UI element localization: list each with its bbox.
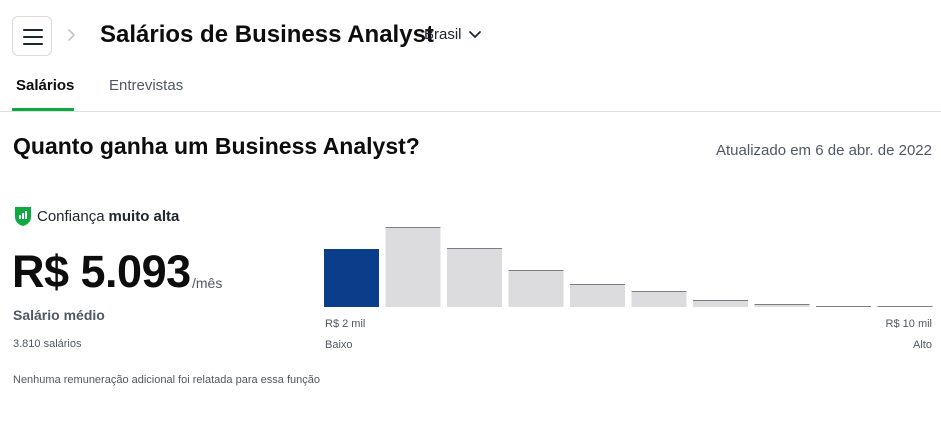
tab-interviews[interactable]: Entrevistas [109,77,184,94]
confidence-indicator: Confiança muito alta [13,205,179,227]
histogram-bar [754,304,810,307]
x-max-label: R$ 10 mil [885,318,932,330]
active-tab-indicator [12,108,74,112]
tab-salaries[interactable]: Salários [16,77,75,94]
country-label: Brasil [424,26,462,43]
country-selector[interactable]: Brasil [424,26,482,43]
shield-chart-icon [15,207,31,226]
tabs-divider [0,111,941,112]
salary-period: /mês [192,275,223,291]
salary-histogram [324,227,933,307]
histogram-bar [693,300,748,307]
histogram-bar [385,227,441,307]
hamburger-menu-icon [23,29,43,31]
hamburger-line [23,43,43,45]
low-label: Baixo [325,339,353,351]
histogram-bar [324,249,379,307]
average-salary: R$ 5.093 [12,246,191,297]
chevron-right-icon [68,29,75,41]
confidence-prefix: Confiança [37,207,105,225]
histogram-bar [570,284,625,307]
page-title: Salários de Business Analyst [100,21,434,48]
high-label: Alto [913,339,932,351]
updated-date: Atualizado em 6 de abr. de 2022 [716,142,932,159]
x-min-label: R$ 2 mil [325,318,366,330]
histogram-bar [447,248,502,307]
average-salary-label: Salário médio [13,307,105,323]
confidence-level: muito alta [108,207,180,225]
menu-button[interactable] [12,16,52,56]
histogram-bar [631,291,687,307]
salary-count: 3.810 salários [13,338,82,350]
additional-pay-note: Nenhuma remuneração adicional foi relata… [13,374,320,386]
histogram-bar [508,270,564,307]
hamburger-line [23,36,43,38]
chevron-down-icon [468,30,481,38]
section-heading: Quanto ganha um Business Analyst? [13,133,420,159]
